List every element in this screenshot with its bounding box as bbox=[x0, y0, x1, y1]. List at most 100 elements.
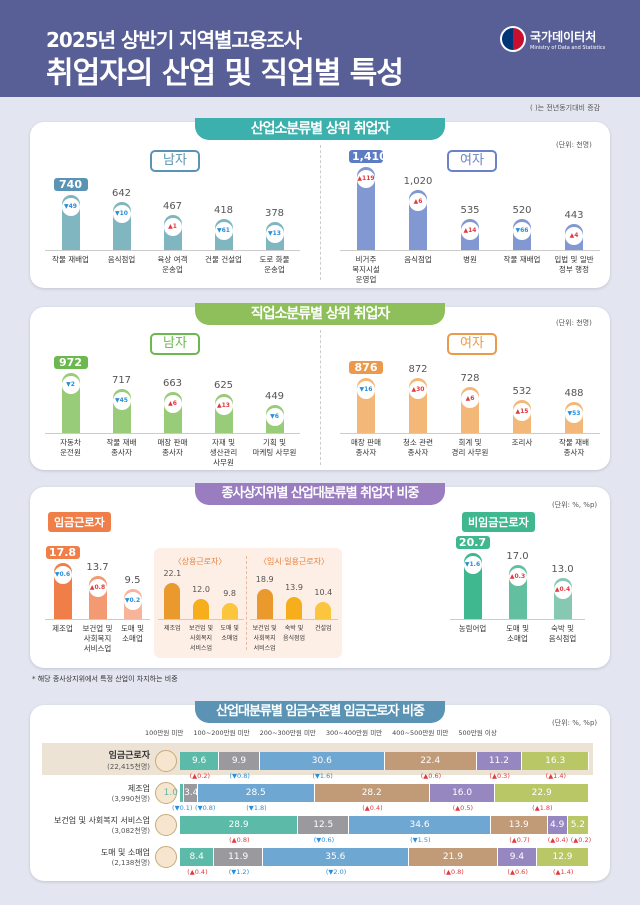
change-badge: ▼10 bbox=[112, 205, 131, 224]
value-label: 17.0 bbox=[506, 550, 529, 562]
baseline bbox=[450, 619, 585, 620]
wage-level-section-title: 산업대분류별 임금수준별 임금근로자 비중 bbox=[195, 701, 445, 723]
row-label: 제조업 (3,990천명) bbox=[30, 783, 150, 805]
change-value: 0.2 bbox=[578, 836, 589, 844]
divider bbox=[320, 330, 321, 465]
bar bbox=[164, 583, 181, 619]
change-value: 13 bbox=[272, 229, 281, 237]
row-count: (22,415천명) bbox=[107, 763, 150, 771]
divider bbox=[246, 556, 247, 650]
arrow-up-icon: ▲ bbox=[413, 197, 419, 205]
category-label: 입법 및 일반 정부 행정 bbox=[554, 255, 594, 274]
status-section-title: 종사상지위별 산업대분류별 취업자 비중 bbox=[195, 483, 445, 505]
change-value: 6 bbox=[470, 395, 475, 403]
arrow-up-icon: (▲ bbox=[547, 836, 556, 844]
category-label: 병원 bbox=[463, 255, 477, 264]
change-badge: ▲119 bbox=[357, 170, 375, 188]
change-value: 6 bbox=[274, 413, 279, 421]
bar-segment: 30.6 bbox=[259, 752, 385, 770]
change-badge: ▼0.2 bbox=[123, 592, 142, 611]
bar-segment: 28.9 bbox=[180, 816, 299, 834]
row-name: 도매 및 소매업 bbox=[100, 848, 150, 857]
change-value: 53 bbox=[572, 410, 581, 418]
legend-item: 100만원 미만 bbox=[145, 727, 183, 737]
legend-item: 300~400만원 미만 bbox=[326, 727, 382, 737]
category-label: 육상 여객 운송업 bbox=[157, 255, 188, 274]
change-value: 1 bbox=[172, 223, 177, 231]
change-badge: ▲6 bbox=[409, 192, 427, 211]
arrow-up-icon: (▲ bbox=[362, 804, 370, 812]
change-badge: ▲0.4 bbox=[553, 580, 572, 599]
arrow-up-icon: ▲ bbox=[168, 400, 173, 408]
category-label: 보건업 및 사회복지 서비스업 bbox=[252, 625, 277, 652]
row-name: 보건업 및 사회복지 서비스업 bbox=[54, 816, 150, 825]
arrow-up-icon: (▲ bbox=[570, 836, 579, 844]
arrow-up-icon: (▲ bbox=[489, 772, 497, 780]
change-value: 30 bbox=[416, 386, 425, 394]
bar-segment: 22.4 bbox=[384, 752, 477, 770]
change-indicator: (▲0.8) bbox=[443, 868, 463, 876]
change-value: 45 bbox=[119, 396, 128, 404]
change-badge: ▼53 bbox=[565, 405, 583, 424]
change-indicator: (▲0.8) bbox=[229, 836, 249, 844]
arrow-up-icon: (▲ bbox=[420, 772, 429, 780]
arrow-down-icon: ▼ bbox=[464, 561, 470, 568]
paren: ) bbox=[507, 772, 510, 780]
category-label: 비거주 복지시설 운영업 bbox=[352, 255, 380, 284]
women-label: 여자 bbox=[447, 333, 497, 355]
bar-segment: 11.9 bbox=[214, 848, 263, 866]
bar bbox=[221, 603, 238, 619]
arrow-up-icon: ▲ bbox=[357, 175, 363, 182]
women-label: 여자 bbox=[447, 150, 497, 172]
change-indicator: (▲0.6) bbox=[507, 868, 527, 876]
baseline bbox=[340, 433, 600, 434]
bar-segment: 35.6 bbox=[263, 848, 409, 866]
arrow-up-icon: ▲ bbox=[569, 231, 575, 239]
change-badge: ▲0.8 bbox=[88, 578, 107, 597]
change-indicator: (▼1.6) bbox=[312, 772, 332, 780]
change-badge: ▲1 bbox=[163, 218, 182, 237]
change-value: 0.6 bbox=[321, 836, 332, 844]
divider bbox=[320, 145, 321, 280]
value-label: 9.8 bbox=[223, 589, 237, 599]
change-badge: ▲13 bbox=[214, 397, 233, 416]
change-value: 0.4 bbox=[194, 868, 206, 876]
change-badge: ▼2 bbox=[61, 376, 80, 394]
change-indicator: (▲0.2) bbox=[571, 836, 591, 844]
category-label: 작물 재배 종사자 bbox=[559, 438, 589, 457]
change-indicator: (▲0.5) bbox=[453, 804, 473, 812]
category-label: 도매 및 소매업 bbox=[120, 624, 145, 643]
value-label: 10.4 bbox=[314, 588, 333, 598]
arrow-down-icon: (▼ bbox=[228, 868, 237, 876]
wage-level-unit: (단위: %, %p) bbox=[552, 719, 598, 727]
change-value: 0.8 bbox=[94, 583, 106, 591]
ministry-logo: 국가데이터처 Ministry of Data and Statistics bbox=[500, 26, 605, 52]
change-value: 0.1 bbox=[179, 804, 190, 812]
page-title: 취업자의 산업 및 직업별 특성 bbox=[46, 56, 404, 91]
legend-item: 200~300만원 미만 bbox=[260, 727, 316, 737]
paren: ) bbox=[189, 804, 193, 812]
bar bbox=[357, 167, 375, 250]
value-label: 532 bbox=[512, 385, 532, 397]
change-value: 0.8 bbox=[450, 868, 462, 876]
arrow-down-icon: ▼ bbox=[64, 203, 69, 210]
change-indicator: (▲1.4) bbox=[546, 772, 566, 780]
bar-segment: 9.4 bbox=[498, 848, 537, 866]
bar-segment: 4.9 bbox=[547, 816, 568, 834]
change-value: 0.2 bbox=[129, 597, 141, 605]
change-badge: ▲30 bbox=[409, 381, 427, 400]
occupation-section-title: 직업소분류별 상위 취업자 bbox=[195, 303, 445, 325]
change-value: 4 bbox=[574, 231, 579, 239]
value-callout: 1,410 bbox=[349, 150, 387, 163]
bar-segment: 12.5 bbox=[298, 816, 350, 834]
arrow-up-icon: (▲ bbox=[545, 772, 554, 780]
paren: ) bbox=[525, 868, 528, 876]
value-callout: 876 bbox=[349, 361, 383, 374]
arrow-up-icon: ▲ bbox=[89, 583, 95, 591]
arrow-down-icon: (▼ bbox=[195, 804, 203, 812]
change-value: 1.8 bbox=[539, 804, 551, 812]
men-label: 남자 bbox=[150, 333, 200, 355]
change-value: 0.6 bbox=[59, 571, 71, 578]
arrow-down-icon: ▼ bbox=[268, 229, 273, 237]
